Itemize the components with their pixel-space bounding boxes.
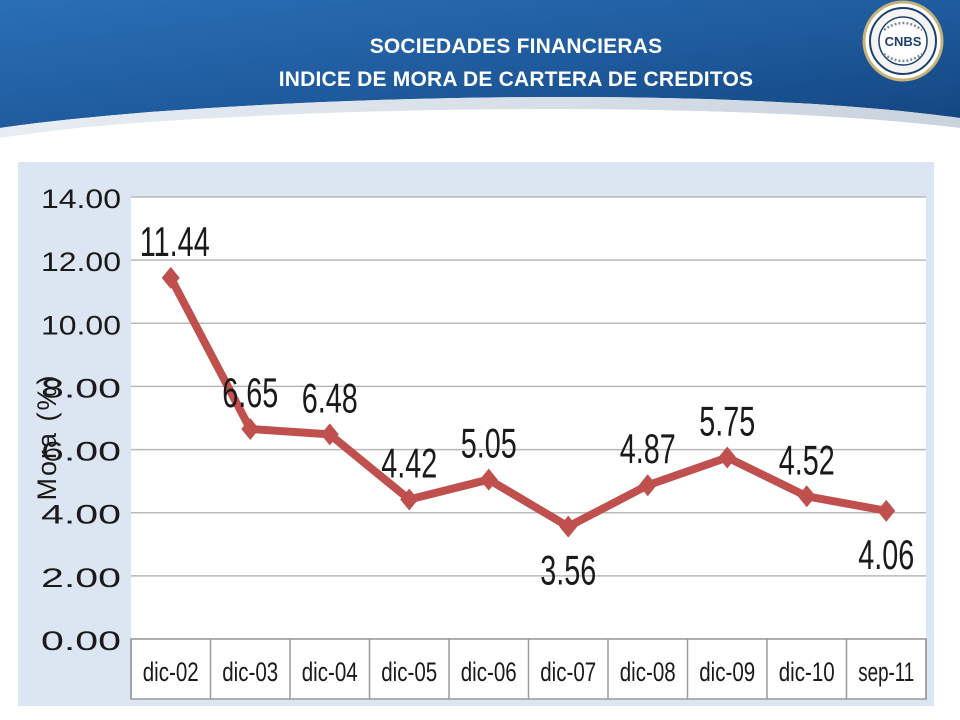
- series-point: [797, 485, 816, 508]
- data-label: 6.65: [222, 369, 278, 416]
- y-tick-label: 4.00: [41, 500, 121, 530]
- y-tick-label: 8.00: [41, 373, 121, 403]
- y-tick-label: 6.00: [41, 437, 121, 467]
- title-line-1: SOCIEDADES FINANCIERAS: [369, 35, 663, 58]
- x-axis-table: dic-02 dic-03 dic-04 dic-05 dic-06 dic-07 dic-…: [130, 638, 927, 700]
- series-mora: [161, 266, 896, 538]
- series-point: [718, 446, 737, 469]
- x-tick-label: dic-04: [302, 657, 358, 687]
- x-tick-label: sep-11: [858, 657, 914, 687]
- title-line-2: INDICE DE MORA DE CARTERA DE CREDITOS: [278, 68, 754, 91]
- data-label: 3.56: [540, 547, 596, 594]
- data-label: 4.87: [620, 425, 676, 472]
- data-label: 11.44: [140, 218, 210, 265]
- y-tick-label: 0.00: [41, 626, 121, 656]
- series-line: [166, 273, 891, 531]
- data-label: 5.05: [461, 420, 517, 467]
- data-label: 4.42: [381, 439, 437, 486]
- x-tick-label: dic-03: [222, 657, 278, 687]
- series-point: [877, 499, 896, 522]
- data-label: 6.48: [302, 374, 358, 421]
- x-tick-label: dic-08: [620, 657, 676, 687]
- plot-area: [131, 197, 926, 639]
- x-tick-label: dic-07: [540, 657, 596, 687]
- data-label: 5.75: [699, 397, 755, 444]
- mora-line-chart: dic-02 dic-03 dic-04 dic-05 dic-06 dic-07 dic-…: [18, 162, 934, 706]
- x-tick-label: dic-10: [779, 657, 835, 687]
- series-point: [479, 468, 498, 491]
- series-point: [559, 515, 578, 538]
- series-point: [241, 418, 260, 441]
- x-tick-label: dic-05: [381, 657, 437, 687]
- x-tick-label: dic-02: [143, 657, 199, 687]
- data-label: 4.06: [858, 531, 914, 578]
- series-point: [638, 474, 657, 497]
- data-label: 4.52: [779, 436, 835, 483]
- series-point: [161, 266, 180, 289]
- y-tick-label: 14.00: [41, 184, 121, 214]
- y-tick-label: 12.00: [41, 247, 121, 277]
- x-tick-label: dic-09: [699, 657, 755, 687]
- chart-container: dic-02 dic-03 dic-04 dic-05 dic-06 dic-07 dic-…: [18, 162, 934, 706]
- header-band: [0, 0, 960, 150]
- series-point: [320, 423, 339, 446]
- cnbs-seal-logo: CNBS: [862, 0, 944, 82]
- x-tick-label: dic-06: [461, 657, 517, 687]
- logo-text: CNBS: [885, 34, 922, 49]
- y-axis-ticks: 0.00 2.00 4.00 6.00 8.00 10.00 12.00 14.00: [41, 184, 121, 656]
- y-tick-label: 10.00: [41, 310, 121, 340]
- series-point: [400, 488, 419, 511]
- slide-title: SOCIEDADES FINANCIERAS INDICE DE MORA DE…: [0, 30, 960, 96]
- y-tick-label: 2.00: [41, 563, 121, 593]
- data-labels: 11.44 6.65 6.48 4.42 5.05 3.56 4.87 5.75 4.52 4.0…: [140, 218, 915, 594]
- y-axis-label: Mora (%): [32, 373, 62, 500]
